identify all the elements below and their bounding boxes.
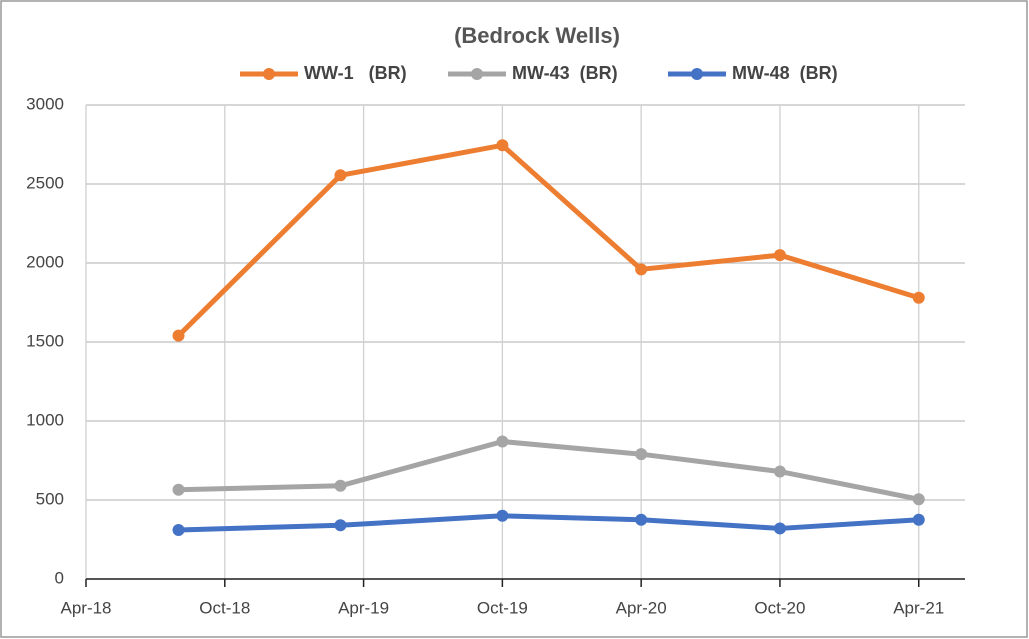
data-point <box>912 291 925 304</box>
data-point <box>334 479 347 492</box>
chart-title: (Bedrock Wells) <box>454 23 620 48</box>
y-tick-label: 1000 <box>26 410 64 429</box>
legend-label: WW-1 (BR) <box>304 63 407 83</box>
y-tick-label: 500 <box>36 489 64 508</box>
data-point <box>334 169 347 182</box>
series-line <box>178 513 919 533</box>
data-point <box>334 519 347 532</box>
x-tick-label: Apr-20 <box>616 598 667 617</box>
series-line <box>178 439 920 502</box>
legend-marker <box>691 68 703 80</box>
data-point <box>496 139 509 152</box>
legend-label: MW-43 (BR) <box>512 63 618 83</box>
legend-label: MW-48 (BR) <box>732 63 838 83</box>
y-tick-label: 0 <box>55 568 64 587</box>
y-tick-label: 3000 <box>26 94 64 113</box>
x-tick-label: Oct-19 <box>477 598 528 617</box>
legend-marker <box>471 68 483 80</box>
data-point <box>912 493 925 506</box>
y-tick-label: 2500 <box>26 173 64 192</box>
x-tick-label: Oct-20 <box>754 598 805 617</box>
x-tick-label: Oct-18 <box>199 598 250 617</box>
data-point <box>773 249 786 262</box>
series-line <box>176 142 920 338</box>
data-point <box>635 448 648 461</box>
data-point <box>635 513 648 526</box>
x-tick-label: Apr-19 <box>338 598 389 617</box>
data-point <box>773 522 786 535</box>
data-point <box>172 483 185 496</box>
data-point <box>912 513 925 526</box>
data-point <box>172 524 185 537</box>
data-point <box>172 329 185 342</box>
x-tick-label: Apr-21 <box>893 598 944 617</box>
data-point <box>635 263 648 276</box>
data-point <box>773 465 786 478</box>
legend-marker <box>263 68 275 80</box>
x-tick-label: Apr-18 <box>60 598 111 617</box>
data-point <box>496 435 509 448</box>
data-point <box>496 509 509 522</box>
y-tick-label: 1500 <box>26 331 64 350</box>
y-tick-label: 2000 <box>26 252 64 271</box>
